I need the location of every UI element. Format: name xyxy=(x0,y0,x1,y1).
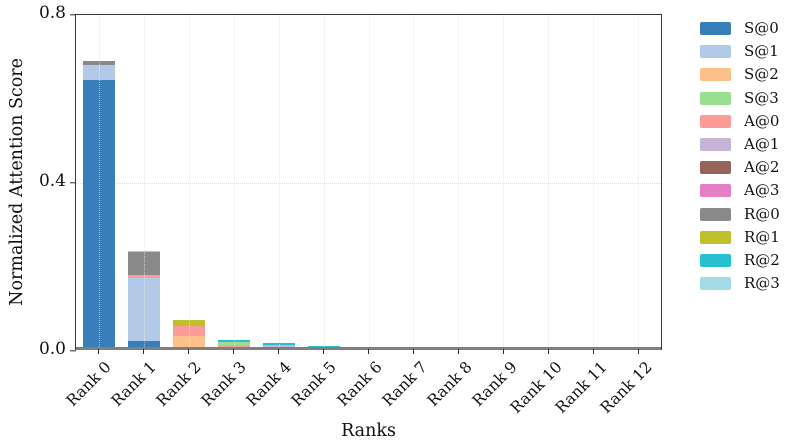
x-axis-label: Ranks xyxy=(341,421,396,441)
legend-item: R@3 xyxy=(700,272,780,295)
legend-swatch xyxy=(700,277,731,291)
x-tick-mark xyxy=(592,349,595,354)
x-tick-mark xyxy=(97,349,100,354)
x-tick-mark xyxy=(187,349,190,354)
gridline-vertical-overlay xyxy=(278,15,280,349)
y-tick-mark xyxy=(70,14,76,16)
legend-item: R@2 xyxy=(700,249,780,272)
gridline-vertical-overlay xyxy=(503,15,505,349)
gridline-vertical-overlay xyxy=(233,15,235,349)
legend-item: S@1 xyxy=(700,40,780,63)
y-tick-label-04: 0.4 xyxy=(38,171,66,191)
gridline-vertical-overlay xyxy=(593,15,595,349)
legend-label: S@2 xyxy=(744,65,779,84)
legend-swatch xyxy=(700,138,731,152)
legend-label: R@1 xyxy=(744,227,780,246)
x-tick-mark xyxy=(547,349,550,354)
legend-swatch xyxy=(700,22,731,36)
x-tick-label: Rank 4 xyxy=(242,358,295,410)
legend-item: A@1 xyxy=(700,133,780,156)
legend-label: A@2 xyxy=(744,158,780,177)
x-tick-label: Rank 5 xyxy=(288,358,341,410)
legend-swatch xyxy=(700,114,731,128)
legend-label: A@1 xyxy=(744,135,780,154)
legend-item: A@2 xyxy=(700,156,780,179)
gridline-vertical-overlay xyxy=(323,15,325,349)
gridline-vertical-overlay xyxy=(368,15,370,349)
gridline-vertical-overlay xyxy=(548,15,550,349)
gridline-vertical-overlay xyxy=(458,15,460,349)
legend-item: S@0 xyxy=(700,17,780,40)
gridline-vertical-overlay xyxy=(638,15,640,349)
legend-item: S@2 xyxy=(700,63,780,86)
legend-label: A@0 xyxy=(744,111,780,130)
x-tick-mark xyxy=(322,349,325,354)
x-tick-label: Rank 2 xyxy=(152,358,205,410)
y-tick-label-08: 0.8 xyxy=(38,3,66,23)
x-tick-mark xyxy=(367,349,370,354)
legend-item: R@0 xyxy=(700,203,780,226)
legend-swatch xyxy=(700,91,731,105)
legend: S@0 S@1 S@2 S@3 A@0 A@1 A@2 A@3 R@0 R@1 R@2 R@3 xyxy=(700,17,780,295)
x-tick-label: Rank 0 xyxy=(62,358,115,410)
gridline-vertical-overlay xyxy=(188,15,190,349)
x-tick-label: Rank 8 xyxy=(423,358,476,410)
plot-area xyxy=(70,14,662,354)
x-tick-mark xyxy=(142,349,145,354)
x-tick-label: Rank 3 xyxy=(197,358,250,410)
legend-item: A@3 xyxy=(700,179,780,202)
legend-label: R@0 xyxy=(744,204,780,223)
legend-swatch xyxy=(700,45,731,59)
legend-item: S@3 xyxy=(700,87,780,110)
legend-label: S@1 xyxy=(744,42,779,61)
x-tick-mark xyxy=(637,349,640,354)
legend-label: R@3 xyxy=(744,274,780,293)
gridline-vertical-overlay xyxy=(98,15,100,349)
x-axis-line xyxy=(76,347,661,350)
legend-item: A@0 xyxy=(700,110,780,133)
legend-item: R@1 xyxy=(700,226,780,249)
gridline-vertical-overlay xyxy=(143,15,145,349)
x-tick-label: Rank 7 xyxy=(378,358,431,410)
legend-label: S@3 xyxy=(744,88,779,107)
y-tick-mark xyxy=(70,350,76,352)
legend-swatch xyxy=(700,230,731,244)
gridline-vertical-overlay xyxy=(413,15,415,349)
legend-label: S@0 xyxy=(744,19,779,38)
legend-swatch xyxy=(700,207,731,221)
x-tick-mark xyxy=(232,349,235,354)
x-tick-label: Rank 6 xyxy=(333,358,386,410)
legend-label: A@3 xyxy=(744,181,780,200)
legend-swatch xyxy=(700,68,731,82)
y-tick-label-00: 0.0 xyxy=(38,339,66,359)
x-tick-mark xyxy=(457,349,460,354)
legend-swatch xyxy=(700,161,731,175)
legend-swatch xyxy=(700,253,731,267)
x-tick-label: Rank 1 xyxy=(107,358,160,410)
x-tick-mark xyxy=(412,349,415,354)
y-tick-mark xyxy=(70,182,76,184)
legend-swatch xyxy=(700,184,731,198)
x-tick-mark xyxy=(502,349,505,354)
x-tick-mark xyxy=(277,349,280,354)
legend-label: R@2 xyxy=(744,250,780,269)
